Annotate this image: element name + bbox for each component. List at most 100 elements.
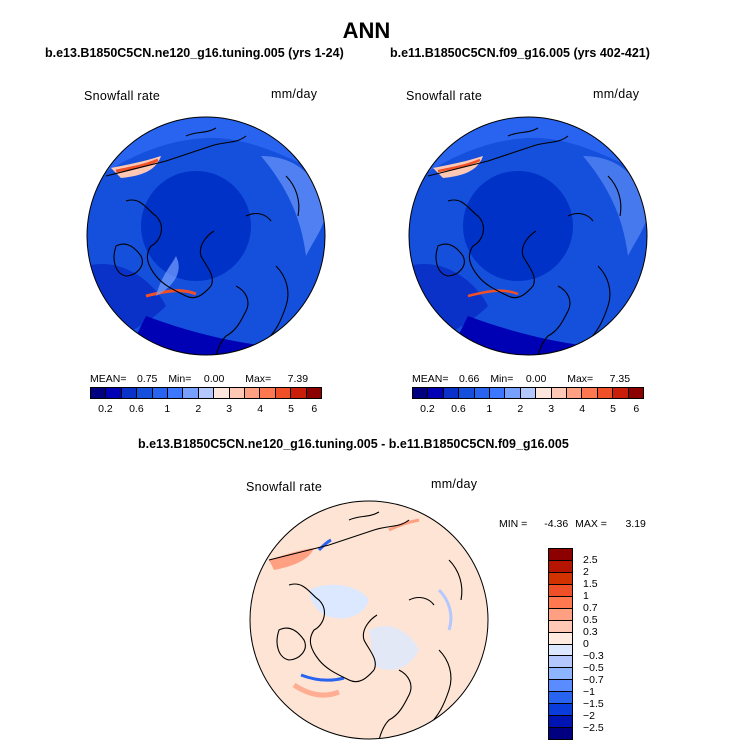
colorbar-swatch (628, 388, 644, 398)
colorbar-swatch (549, 620, 572, 633)
colorbar-swatch (549, 644, 572, 657)
colorbar-swatch (549, 632, 572, 645)
colorbar-tick-label: 3 (548, 403, 555, 415)
colorbar-swatch (549, 668, 572, 681)
diff-panel-units-label: mm/day (431, 477, 478, 491)
colorbar-swatch (91, 388, 107, 398)
polar-map-difference (249, 500, 489, 740)
colorbar-swatch (549, 608, 572, 621)
polar-map-1 (86, 116, 326, 356)
colorbar-tick-label: 0.5 (583, 614, 598, 626)
colorbar-tick-label: −2 (583, 710, 595, 722)
colorbar-tick-label: 0.7 (583, 602, 598, 614)
colorbar-tick-label: 2.5 (583, 554, 598, 566)
colorbar-swatch (245, 388, 261, 398)
colorbar-tick-label: −2.5 (583, 722, 604, 734)
panel-1-variable-label: Snowfall rate (84, 89, 161, 103)
panel-2-variable-label: Snowfall rate (406, 89, 483, 103)
colorbar-swatch (198, 388, 215, 398)
colorbar-swatch (549, 680, 572, 693)
colorbar-tick-label: 0.2 (420, 403, 435, 415)
colorbar-swatch (613, 388, 629, 398)
diff-max-value: 3.19 (625, 518, 646, 530)
colorbar-tick-label: 2 (583, 566, 589, 578)
colorbar-tick-label: −0.7 (583, 674, 604, 686)
colorbar-swatch (260, 388, 276, 398)
panel-2-max-label: Max= (567, 373, 594, 385)
panel-2-mean-label: MEAN= (412, 373, 449, 385)
colorbar-tick-label: 6 (633, 403, 640, 415)
colorbar-difference (548, 548, 573, 740)
polar-map-2 (408, 116, 648, 356)
panel-2-subtitle: b.e11.B1850C5CN.f09_g16.005 (yrs 402-421… (390, 46, 650, 60)
colorbar-swatch (549, 716, 572, 729)
panel-1-mean-label: MEAN= (90, 373, 127, 385)
colorbar-swatch (152, 388, 169, 398)
diff-min-value: -4.36 (544, 518, 569, 530)
colorbar-tick-label: −0.5 (583, 662, 604, 674)
colorbar-tick-label: 1 (164, 403, 171, 415)
panel-1-mean-value: 0.75 (136, 373, 158, 385)
colorbar-tick-label: 5 (610, 403, 616, 415)
colorbar-tick-label: 3 (226, 403, 233, 415)
colorbar-tick-label: 1.5 (583, 578, 598, 590)
panel-2-mean-value: 0.66 (458, 373, 480, 385)
panel-2-stats: MEAN= 0.66 Min= 0.00 Max= 7.35 (412, 373, 630, 385)
colorbar-swatch (536, 388, 552, 398)
panel-1-min-value: 0.00 (203, 373, 225, 385)
colorbar-swatch (549, 656, 572, 669)
colorbar-swatch (549, 704, 572, 717)
colorbar-swatch (106, 388, 122, 398)
colorbar-tick-label: 6 (311, 403, 318, 415)
colorbar-swatch (168, 388, 184, 398)
colorbar-panel-1 (90, 387, 322, 399)
colorbar-tick-label: 0 (583, 638, 589, 650)
panel-1-units-label: mm/day (271, 87, 318, 101)
colorbar-tick-label: 0.2 (98, 403, 113, 415)
colorbar-swatch (121, 388, 138, 398)
diff-panel-subtitle: b.e13.B1850C5CN.ne120_g16.tuning.005 - b… (138, 437, 569, 451)
colorbar-swatch (582, 388, 598, 398)
diff-panel-variable-label: Snowfall rate (246, 480, 323, 494)
colorbar-tick-label: −0.3 (583, 650, 604, 662)
colorbar-tick-label: 0.3 (583, 626, 598, 638)
colorbar-swatch (413, 388, 429, 398)
panel-2-units-label: mm/day (593, 87, 640, 101)
colorbar-swatch (214, 388, 230, 398)
colorbar-panel-2 (412, 387, 644, 399)
colorbar-tick-label: 5 (288, 403, 294, 415)
colorbar-tick-label: 0.6 (129, 403, 144, 415)
colorbar-swatch (137, 388, 153, 398)
diff-max-label: MAX = (575, 518, 607, 530)
colorbar-tick-label: 4 (257, 403, 264, 415)
colorbar-tick-label: −1.5 (583, 698, 604, 710)
panel-2-max-value: 7.35 (609, 373, 631, 385)
panel-1-max-label: Max= (245, 373, 272, 385)
colorbar-tick-label: 1 (486, 403, 493, 415)
colorbar-swatch (229, 388, 246, 398)
panel-1-max-value: 7.39 (287, 373, 309, 385)
colorbar-tick-label: −1 (583, 686, 595, 698)
panel-2-min-value: 0.00 (525, 373, 547, 385)
colorbar-swatch (459, 388, 475, 398)
panel-1-stats: MEAN= 0.75 Min= 0.00 Max= 7.39 (90, 373, 308, 385)
colorbar-swatch (549, 572, 572, 585)
colorbar-tick-label: 0.6 (451, 403, 466, 415)
colorbar-swatch (567, 388, 583, 398)
colorbar-swatch (291, 388, 307, 398)
colorbar-swatch (549, 584, 572, 597)
colorbar-swatch (549, 728, 572, 739)
colorbar-swatch (551, 388, 568, 398)
panel-1-subtitle: b.e13.B1850C5CN.ne120_g16.tuning.005 (yr… (45, 46, 344, 60)
colorbar-swatch (549, 692, 572, 705)
colorbar-swatch (474, 388, 491, 398)
panel-2-min-label: Min= (490, 373, 514, 385)
colorbar-swatch (306, 388, 322, 398)
colorbar-swatch (597, 388, 614, 398)
colorbar-swatch (275, 388, 292, 398)
colorbar-swatch (490, 388, 506, 398)
colorbar-swatch (183, 388, 199, 398)
diff-panel-minmax: MIN = -4.36 MAX = 3.19 (499, 518, 646, 530)
colorbar-tick-label: 2 (517, 403, 524, 415)
colorbar-swatch (443, 388, 460, 398)
